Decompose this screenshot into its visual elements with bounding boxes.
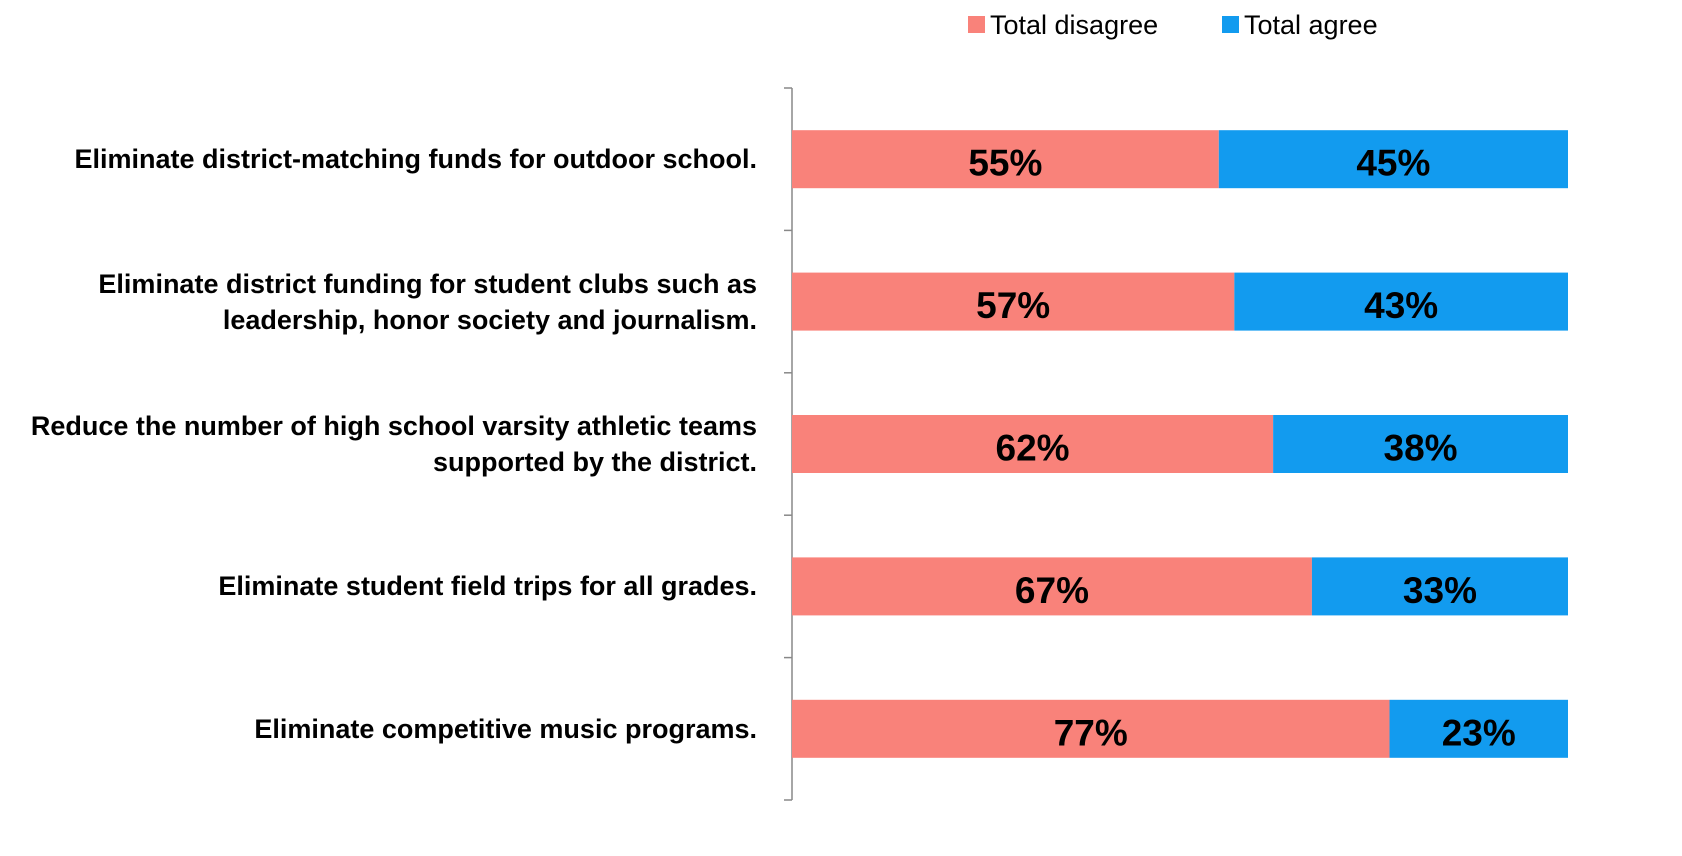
bar-segment [792,557,1312,616]
category-label: Reduce the number of high school varsity… [30,411,757,477]
data-label: 77% [1054,712,1128,753]
legend-label: Total disagree [990,10,1158,40]
data-label: 33% [1403,570,1477,611]
legend-label: Total agree [1244,10,1378,40]
bar-segment [792,415,1274,473]
bar-segment [1389,699,1568,758]
bar-segment [1311,557,1568,616]
data-label: 43% [1364,285,1438,326]
category-label: Eliminate district-matching funds for ou… [74,144,757,175]
bar-segment [1218,130,1568,189]
data-label: 62% [996,428,1070,469]
legend-swatch [968,16,985,33]
data-label: 45% [1356,143,1430,184]
data-label: 38% [1384,428,1458,469]
bar-segment [792,130,1219,189]
category-label: Eliminate student field trips for all gr… [218,571,757,602]
data-label: 57% [976,285,1050,326]
category-label: Eliminate district funding for student c… [98,268,757,335]
bar-segment [1273,415,1568,473]
bar-segment [1234,272,1568,331]
data-label: 55% [968,143,1042,184]
legend-swatch [1222,16,1239,33]
bar-segment [792,272,1235,331]
data-label: 23% [1442,712,1516,753]
bar-segment [792,699,1390,758]
category-label: Eliminate competitive music programs. [254,713,757,744]
data-label: 67% [1015,570,1089,611]
